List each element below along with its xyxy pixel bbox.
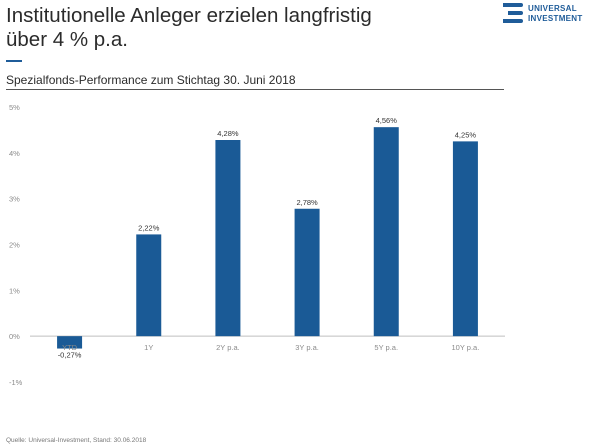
y-tick-label: 2% [9, 241, 20, 250]
universal-investment-logo: UNIVERSAL INVESTMENT [503, 2, 595, 28]
chart-subtitle: Spezialfonds-Performance zum Stichtag 30… [6, 73, 296, 87]
y-tick-label: 4% [9, 149, 20, 158]
value-label: 4,56% [376, 116, 398, 125]
logo-mark-icon [503, 2, 523, 24]
bar-10y-p-a- [452, 141, 478, 337]
y-tick-label: 1% [9, 286, 20, 295]
bar-3y-p-a- [294, 208, 320, 337]
y-tick-label: 0% [9, 332, 20, 341]
logo-word-investment: INVESTMENT [528, 14, 583, 23]
y-tick-label: -1% [9, 378, 23, 387]
bar-1y [136, 234, 162, 337]
x-tick-label: 1Y [144, 343, 153, 352]
x-tick-label: 10Y p.a. [452, 343, 480, 352]
y-tick-label: 5% [9, 103, 20, 112]
x-tick-label: 2Y p.a. [216, 343, 240, 352]
subtitle-divider [6, 89, 504, 90]
x-tick-label: YTD [62, 343, 78, 352]
source-note: Quelle: Universal-Investment, Stand: 30.… [6, 437, 147, 444]
value-label: -0,27% [58, 351, 82, 360]
y-tick-label: 3% [9, 195, 20, 204]
logo-word-universal: UNIVERSAL [528, 4, 577, 13]
bar-5y-p-a- [373, 127, 399, 337]
title-line-1: Institutionelle Anleger erzielen langfri… [6, 4, 372, 27]
bar-ytd [57, 336, 83, 349]
value-label: 4,28% [217, 129, 239, 138]
title-accent-line [6, 60, 22, 62]
bar-2y-p-a- [215, 140, 241, 337]
chart-title: Institutionelle Anleger erzielen langfri… [6, 4, 426, 52]
performance-bar-chart: -1% 0% 1% 2% 3% 4% 5% -0,27%YTD 2,22% 1Y 4,28% 2Y p… [9, 103, 505, 387]
value-label: 2,22% [138, 223, 160, 232]
value-label: 2,78% [296, 198, 318, 207]
x-tick-label: 3Y p.a. [295, 343, 319, 352]
value-label: 4,25% [455, 130, 477, 139]
title-line-2: über 4 % p.a. [6, 28, 128, 51]
x-tick-label: 5Y p.a. [374, 343, 398, 352]
